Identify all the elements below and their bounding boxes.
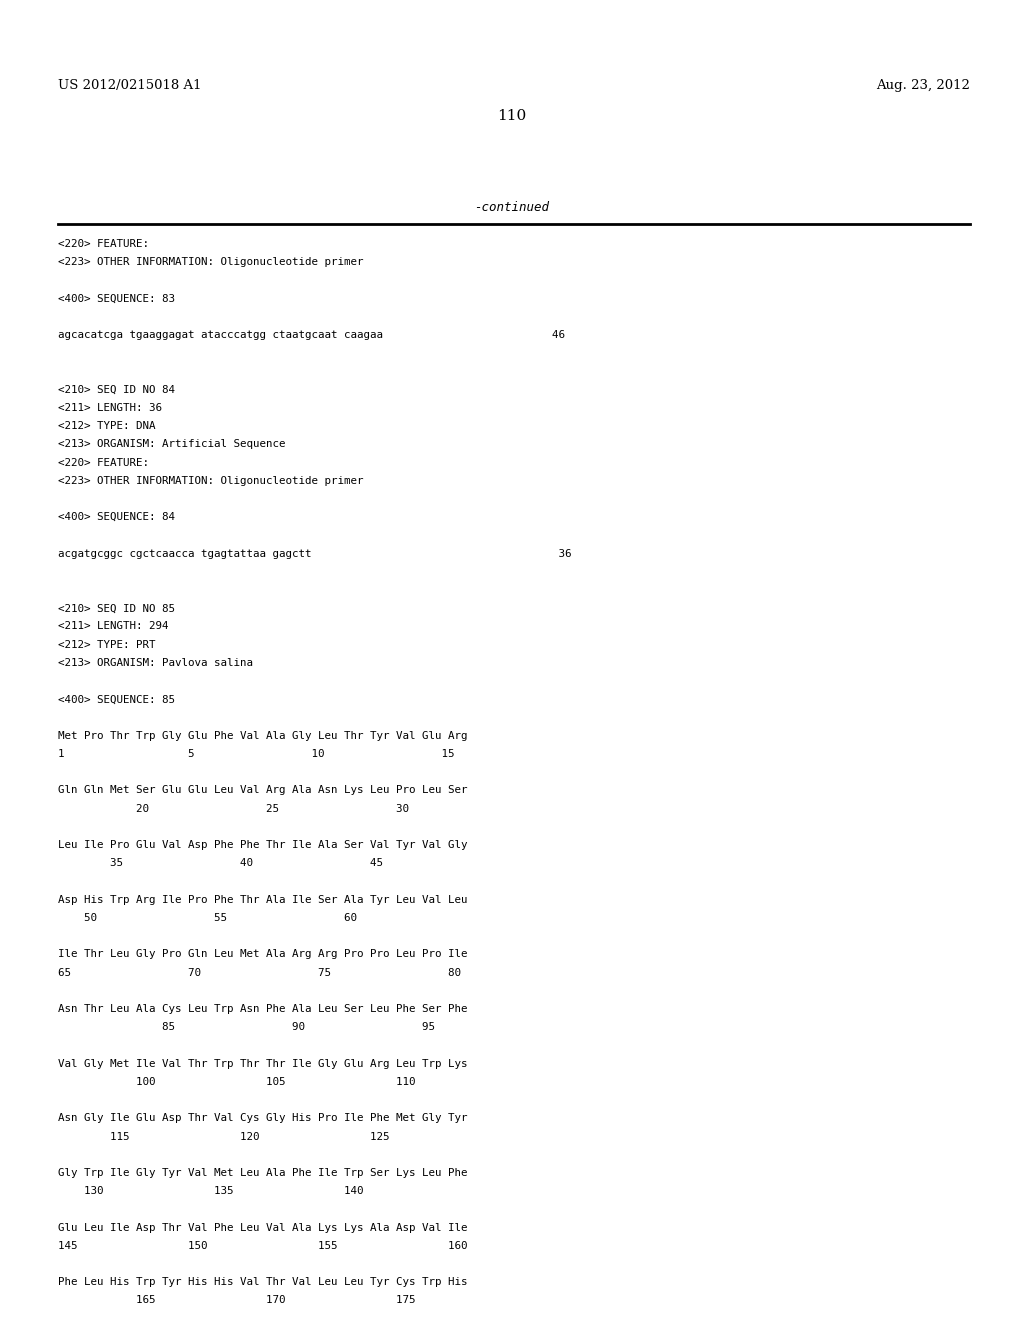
Text: Glu Leu Ile Asp Thr Val Phe Leu Val Ala Lys Lys Ala Asp Val Ile: Glu Leu Ile Asp Thr Val Phe Leu Val Ala … (58, 1222, 468, 1233)
Text: Gly Trp Ile Gly Tyr Val Met Leu Ala Phe Ile Trp Ser Lys Leu Phe: Gly Trp Ile Gly Tyr Val Met Leu Ala Phe … (58, 1168, 468, 1177)
Text: 100                 105                 110: 100 105 110 (58, 1077, 416, 1086)
Text: <213> ORGANISM: Pavlova salina: <213> ORGANISM: Pavlova salina (58, 657, 253, 668)
Text: Leu Ile Pro Glu Val Asp Phe Phe Thr Ile Ala Ser Val Tyr Val Gly: Leu Ile Pro Glu Val Asp Phe Phe Thr Ile … (58, 840, 468, 850)
Text: <211> LENGTH: 36: <211> LENGTH: 36 (58, 403, 163, 413)
Text: 50                  55                  60: 50 55 60 (58, 913, 357, 923)
Text: <220> FEATURE:: <220> FEATURE: (58, 458, 150, 467)
Text: <210> SEQ ID NO 85: <210> SEQ ID NO 85 (58, 603, 175, 614)
Text: <220> FEATURE:: <220> FEATURE: (58, 239, 150, 249)
Text: agcacatcga tgaaggagat atacccatgg ctaatgcaat caagaa                          46: agcacatcga tgaaggagat atacccatgg ctaatgc… (58, 330, 565, 341)
Text: <400> SEQUENCE: 83: <400> SEQUENCE: 83 (58, 293, 175, 304)
Text: US 2012/0215018 A1: US 2012/0215018 A1 (58, 79, 202, 92)
Text: Asn Gly Ile Glu Asp Thr Val Cys Gly His Pro Ile Phe Met Gly Tyr: Asn Gly Ile Glu Asp Thr Val Cys Gly His … (58, 1113, 468, 1123)
Text: Asn Thr Leu Ala Cys Leu Trp Asn Phe Ala Leu Ser Leu Phe Ser Phe: Asn Thr Leu Ala Cys Leu Trp Asn Phe Ala … (58, 1005, 468, 1014)
Text: <213> ORGANISM: Artificial Sequence: <213> ORGANISM: Artificial Sequence (58, 440, 286, 449)
Text: 110: 110 (498, 110, 526, 123)
Text: 115                 120                 125: 115 120 125 (58, 1131, 390, 1142)
Text: 35                  40                  45: 35 40 45 (58, 858, 383, 869)
Text: <211> LENGTH: 294: <211> LENGTH: 294 (58, 622, 169, 631)
Text: <223> OTHER INFORMATION: Oligonucleotide primer: <223> OTHER INFORMATION: Oligonucleotide… (58, 257, 364, 267)
Text: Val Gly Met Ile Val Thr Trp Thr Thr Ile Gly Glu Arg Leu Trp Lys: Val Gly Met Ile Val Thr Trp Thr Thr Ile … (58, 1059, 468, 1069)
Text: Asp His Trp Arg Ile Pro Phe Thr Ala Ile Ser Ala Tyr Leu Val Leu: Asp His Trp Arg Ile Pro Phe Thr Ala Ile … (58, 895, 468, 904)
Text: 130                 135                 140: 130 135 140 (58, 1187, 364, 1196)
Text: 20                  25                  30: 20 25 30 (58, 804, 410, 813)
Text: Aug. 23, 2012: Aug. 23, 2012 (876, 79, 970, 92)
Text: <400> SEQUENCE: 84: <400> SEQUENCE: 84 (58, 512, 175, 523)
Text: <210> SEQ ID NO 84: <210> SEQ ID NO 84 (58, 384, 175, 395)
Text: <212> TYPE: DNA: <212> TYPE: DNA (58, 421, 156, 432)
Text: 165                 170                 175: 165 170 175 (58, 1295, 416, 1305)
Text: Ile Thr Leu Gly Pro Gln Leu Met Ala Arg Arg Pro Pro Leu Pro Ile: Ile Thr Leu Gly Pro Gln Leu Met Ala Arg … (58, 949, 468, 960)
Text: 145                 150                 155                 160: 145 150 155 160 (58, 1241, 468, 1251)
Text: 85                  90                  95: 85 90 95 (58, 1022, 435, 1032)
Text: Gln Gln Met Ser Glu Glu Leu Val Arg Ala Asn Lys Leu Pro Leu Ser: Gln Gln Met Ser Glu Glu Leu Val Arg Ala … (58, 785, 468, 796)
Text: Met Pro Thr Trp Gly Glu Phe Val Ala Gly Leu Thr Tyr Val Glu Arg: Met Pro Thr Trp Gly Glu Phe Val Ala Gly … (58, 731, 468, 741)
Text: <223> OTHER INFORMATION: Oligonucleotide primer: <223> OTHER INFORMATION: Oligonucleotide… (58, 475, 364, 486)
Text: 65                  70                  75                  80: 65 70 75 80 (58, 968, 462, 978)
Text: acgatgcggc cgctcaacca tgagtattaa gagctt                                      36: acgatgcggc cgctcaacca tgagtattaa gagctt … (58, 549, 571, 558)
Text: 1                   5                  10                  15: 1 5 10 15 (58, 748, 455, 759)
Text: -continued: -continued (474, 201, 550, 214)
Text: Phe Leu His Trp Tyr His His Val Thr Val Leu Leu Tyr Cys Trp His: Phe Leu His Trp Tyr His His Val Thr Val … (58, 1278, 468, 1287)
Text: <212> TYPE: PRT: <212> TYPE: PRT (58, 640, 156, 649)
Text: <400> SEQUENCE: 85: <400> SEQUENCE: 85 (58, 694, 175, 705)
